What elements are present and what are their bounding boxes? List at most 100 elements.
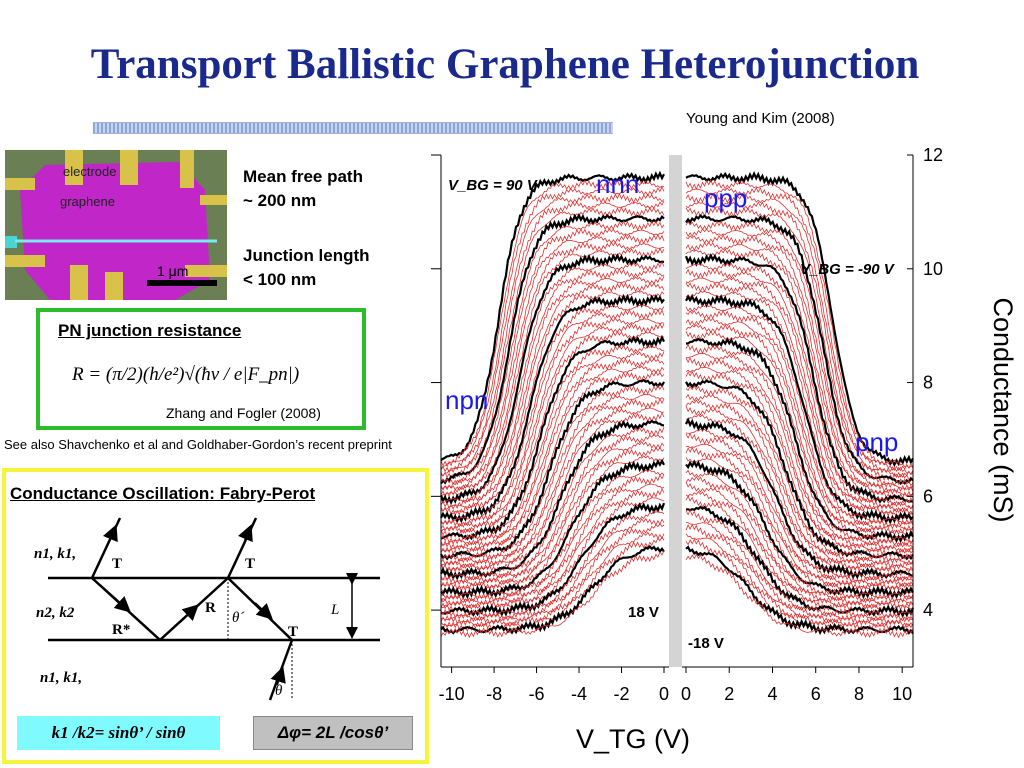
data-curve xyxy=(685,432,914,585)
data-curve xyxy=(685,290,914,519)
data-curve xyxy=(440,261,665,505)
fabry-perot-title: Conductance Oscillation: Fabry-Perot xyxy=(10,484,316,503)
data-curve xyxy=(685,553,914,639)
citation-zhang-fogler: Zhang and Fogler (2008) xyxy=(166,405,321,421)
y-tick-label: 8 xyxy=(923,373,933,393)
data-curve xyxy=(685,475,914,605)
data-curve xyxy=(440,510,665,620)
data-curve xyxy=(685,352,914,548)
citation-young-kim: Young and Kim (2008) xyxy=(686,110,835,127)
micrograph-drawing xyxy=(5,150,227,300)
data-curve xyxy=(440,308,665,528)
region-npn-label: npn xyxy=(445,385,488,415)
data-curve xyxy=(440,411,665,575)
highlight-curve xyxy=(685,337,914,544)
highlight-curve xyxy=(685,171,914,468)
data-curve xyxy=(685,446,914,592)
data-curve xyxy=(440,474,665,604)
length-label: L xyxy=(330,602,339,618)
junction-length-text: Junction length < 100 nm xyxy=(243,246,370,289)
y-tick-label: 12 xyxy=(923,145,943,165)
data-curve xyxy=(685,343,914,544)
region-pnp-label: pnp xyxy=(855,427,898,457)
electrode-label: electrode xyxy=(63,164,117,179)
data-curve xyxy=(440,536,665,633)
data-curve xyxy=(685,324,914,536)
highlight-curve xyxy=(440,334,665,541)
x-tick-label-right: 4 xyxy=(767,684,777,704)
wavevector-ratio-formula: k1 /k2= sinθ’ / sinθ xyxy=(17,716,220,750)
theta-prime-label: θ´ xyxy=(232,610,245,626)
highlight-curve xyxy=(685,459,914,600)
region-nnn-label: nnn xyxy=(596,169,639,199)
data-curve xyxy=(440,398,665,569)
data-curve xyxy=(440,281,665,517)
data-curve xyxy=(440,344,665,545)
pn-resistance-formula: R = (π/2)(h/e²)√(ħv / e|F_pn|) xyxy=(72,364,300,385)
data-curve xyxy=(440,304,665,526)
x-tick-label-left: -4 xyxy=(571,684,587,704)
data-curve xyxy=(685,406,914,572)
x-tick-label-right: 6 xyxy=(811,684,821,704)
data-curve xyxy=(440,357,665,551)
data-curve xyxy=(440,384,665,564)
data-curve xyxy=(440,407,665,573)
data-curve xyxy=(440,186,665,469)
data-curve xyxy=(440,267,665,510)
region-middle-label: n2, k2 xyxy=(36,605,75,621)
highlight-curve xyxy=(440,458,665,600)
theta-label: θ xyxy=(275,683,283,699)
highlight-curve xyxy=(439,253,665,506)
data-curve xyxy=(440,531,665,628)
highlight-curve xyxy=(440,544,665,635)
x-tick-label-right: 8 xyxy=(854,684,864,704)
highlight-curve xyxy=(440,378,665,561)
data-curve xyxy=(440,206,665,480)
data-curve xyxy=(440,488,665,610)
x-tick-label-right: 10 xyxy=(892,684,912,704)
y-tick-label: 6 xyxy=(923,486,933,506)
vbg-right-label: V_BG = -90 V xyxy=(800,261,896,278)
data-curve xyxy=(685,220,914,488)
data-curve xyxy=(440,192,665,474)
data-curve xyxy=(685,248,914,502)
data-curve xyxy=(685,538,914,632)
fabry-perot-box xyxy=(2,468,429,764)
data-curve xyxy=(685,481,914,606)
data-curve xyxy=(685,201,914,479)
x-tick-label-left: -10 xyxy=(439,684,465,704)
data-curve xyxy=(685,357,914,551)
reflection-star-label: R* xyxy=(112,622,130,638)
data-curve xyxy=(440,483,665,607)
fabry-perot-diagram: n1, k1, n2, k2 n1, k1, T T T R R* θ´ θ L xyxy=(34,517,380,701)
vbg-left-label: V_BG = 90 V xyxy=(448,177,539,194)
data-curve xyxy=(440,200,665,477)
pn-junction-box xyxy=(36,308,366,430)
data-curve xyxy=(440,370,665,558)
highlight-curve xyxy=(440,293,665,524)
x-axis-label: V_TG (V) xyxy=(576,724,690,754)
x-tick-label-right: 2 xyxy=(724,684,734,704)
highlight-curve xyxy=(439,419,665,581)
highlight-curve xyxy=(440,502,666,618)
data-curve xyxy=(685,399,914,570)
highlight-curve xyxy=(684,253,914,504)
see-also-note: See also Shavchenko et al and Goldhaber-… xyxy=(4,437,392,452)
highlight-curve xyxy=(685,293,914,525)
highlight-curve xyxy=(440,170,665,462)
x-tick-label-left: -8 xyxy=(486,684,502,704)
graphene-label: graphene xyxy=(60,194,115,209)
data-curve xyxy=(685,522,914,623)
data-curve xyxy=(685,533,914,629)
mean-free-path-text: Mean free path ~ 200 nm xyxy=(243,167,363,210)
data-curve xyxy=(685,330,914,538)
data-curve xyxy=(685,276,914,513)
region-ppp-label: ppp xyxy=(704,183,747,213)
y-tick-label: 10 xyxy=(923,259,943,279)
reflection-label: R xyxy=(205,600,216,616)
data-curve xyxy=(440,523,665,626)
data-curve xyxy=(685,206,914,482)
panel-separator xyxy=(669,155,682,667)
x-tick-label-left: -2 xyxy=(614,684,630,704)
data-curve xyxy=(685,366,914,554)
